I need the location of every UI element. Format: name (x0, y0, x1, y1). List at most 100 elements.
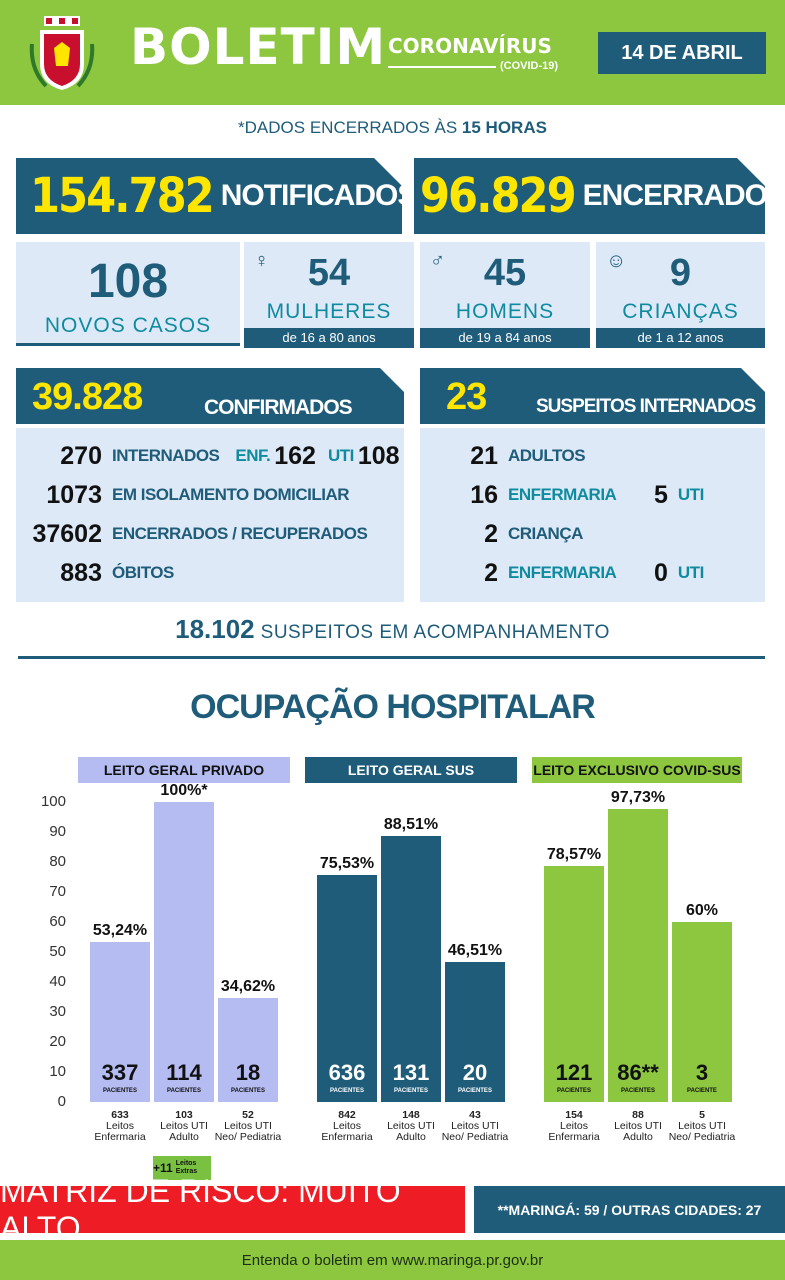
notified-value: 154.782 (30, 168, 215, 224)
bar-bed-count: 88 (632, 1109, 644, 1121)
recovered-value: 37602 (32, 519, 102, 548)
bar-bed-count: 43 (469, 1109, 481, 1121)
bar-bed-count: 148 (402, 1109, 420, 1121)
group-header-covid-sus: LEITO EXCLUSIVO COVID-SUS (532, 757, 742, 783)
y-tick-label: 50 (49, 943, 66, 960)
bar-percent-label: 75,53% (319, 855, 375, 873)
closed-banner: 96.829 ENCERRADOS (414, 158, 785, 234)
bar-bed-caption: 103 Leitos UTI Adulto (149, 1110, 219, 1143)
new-cases-label: NOVOS CASOS (44, 314, 212, 337)
confirmed-label: CONFIRMADOS (204, 396, 353, 419)
risk-matrix-banner: MATRIZ DE RISCO: MUITO ALTO (0, 1173, 465, 1246)
bar-patients-unit: PACIENTE (687, 1088, 717, 1094)
hospitalized-value: 270 (60, 441, 102, 470)
bar-patients-value: 18 (235, 1060, 261, 1085)
website-footer: Entenda o boletim em www.maringa.pr.gov.… (0, 1240, 785, 1280)
bar-percent-label: 97,73% (610, 788, 666, 806)
child-icon: ☺ (606, 250, 627, 272)
confirmed-panel: 270 INTERNADOS ENF. 162 UTI 108 1073 EM … (16, 428, 404, 602)
bar-percent-label: 78,57% (546, 846, 602, 864)
data-cutoff-note: *DADOS ENCERRADOS ÀS 15 HORAS (0, 118, 785, 138)
suspected-adults-value: 21 (470, 441, 498, 470)
y-tick-label: 30 (49, 1003, 66, 1020)
deaths-label: ÓBITOS (112, 563, 174, 582)
group-header-private: LEITO GERAL PRIVADO (78, 757, 290, 783)
covid-sublabel: (COVID-19) (500, 60, 559, 72)
occupancy-bar (90, 942, 150, 1102)
suspected-adult-icu-label: UTI (677, 485, 704, 504)
monitoring-value: 18.102 (175, 614, 255, 644)
suspected-adult-ward-row: 16 ENFERMARIA 5 UTI (420, 479, 704, 511)
men-age-range: de 19 a 84 anos (420, 328, 590, 348)
icu-label: UTI (327, 446, 354, 465)
bar-percent-label: 88,51% (383, 816, 439, 834)
y-tick-label: 20 (49, 1033, 66, 1050)
men-box: ♂ 45 HOMENS de 19 a 84 anos (420, 242, 590, 348)
coronavirus-label: CORONAVÍRUS (388, 34, 552, 58)
bar-patients-value: 337 (101, 1060, 139, 1085)
occupancy-bar (381, 836, 441, 1102)
suspected-adults-label: ADULTOS (508, 446, 586, 465)
y-tick-label: 10 (49, 1063, 66, 1080)
coronavirus-underline (388, 66, 496, 68)
bar-bed-type: Leitos UTI Neo/ Pediatria (214, 1120, 282, 1143)
women-value: 54 (307, 252, 351, 294)
closed-value: 96.829 (420, 168, 577, 224)
occupancy-bar (672, 922, 732, 1102)
children-box: ☺ 9 CRIANÇAS de 1 a 12 anos (596, 242, 765, 348)
men-label: HOMENS (455, 300, 555, 323)
occupancy-bar (317, 875, 377, 1102)
extra-beds-label: Leitos Extras (175, 1160, 198, 1175)
bar-patients-value: 86** (617, 1060, 659, 1085)
bar-bed-count: 103 (175, 1109, 193, 1121)
suspected-child-ward-label: ENFERMARIA (508, 563, 617, 582)
women-label: MULHERES (266, 300, 392, 323)
bar-bed-count: 52 (242, 1109, 254, 1121)
bar-patients-unit: PACIENTES (103, 1088, 137, 1094)
recovered-label: ENCERRADOS / RECUPERADOS (112, 524, 368, 543)
bar-bed-count: 154 (565, 1109, 583, 1121)
woman-icon: ♀ (254, 250, 269, 272)
bar-patients-unit: PACIENTES (231, 1088, 265, 1094)
recovered-row: 37602 ENCERRADOS / RECUPERADOS (16, 518, 367, 550)
suspected-adult-ward-label: ENFERMARIA (508, 485, 617, 504)
bar-bed-type: Leitos UTI Adulto (387, 1120, 435, 1143)
suspected-children-value: 2 (484, 519, 498, 548)
bar-percent-label: 53,24% (92, 922, 148, 940)
suspected-value: 23 (446, 376, 487, 418)
cutoff-hour: 15 HORAS (461, 118, 547, 137)
bar-bed-count: 633 (111, 1109, 129, 1121)
suspected-panel: 21 ADULTOS 16 ENFERMARIA 5 UTI 2 CRIANÇA… (420, 428, 765, 602)
bar-patients-value: 114 (166, 1060, 202, 1085)
bar-bed-count: 5 (699, 1109, 705, 1121)
bar-bed-caption: 842 Leitos Enfermaria (312, 1110, 382, 1143)
deaths-row: 883 ÓBITOS (16, 557, 174, 589)
suspected-children-row: 2 CRIANÇA (420, 518, 583, 550)
bar-patients-unit: PACIENTES (330, 1088, 364, 1094)
bar-percent-label: 60% (685, 902, 719, 919)
bar-patients-unit: PACIENTES (621, 1088, 655, 1094)
bar-patients-unit: PACIENTES (394, 1088, 428, 1094)
home-isolation-label: EM ISOLAMENTO DOMICILIAR (112, 485, 350, 504)
suspected-header: 23 SUSPEITOS INTERNADOS (420, 368, 765, 424)
cutoff-prefix: *DADOS ENCERRADOS ÀS (238, 118, 462, 137)
bar-patients-value: 121 (555, 1060, 593, 1085)
occupancy-chart: LEITO GERAL PRIVADO LEITO GERAL SUS LEIT… (0, 755, 785, 1185)
bar-percent-label: 34,62% (220, 978, 276, 996)
suspected-label: SUSPEITOS INTERNADOS (536, 396, 756, 417)
bar-bed-count: 842 (338, 1109, 356, 1121)
monitoring-label: SUSPEITOS EM ACOMPANHAMENTO (260, 622, 610, 643)
y-tick-label: 40 (49, 973, 66, 990)
y-tick-label: 70 (49, 883, 66, 900)
bulletin-title: BOLETIM (130, 18, 387, 76)
bar-patients-value: 20 (462, 1060, 488, 1085)
ward-value: 162 (274, 441, 316, 470)
children-value: 9 (669, 252, 692, 294)
occupancy-title: OCUPAÇÃO HOSPITALAR (190, 688, 596, 726)
extra-beds-badge: +11 Leitos Extras (153, 1156, 211, 1180)
bar-bed-type: Leitos UTI Adulto (614, 1120, 662, 1143)
confirmed-header: 39.828 CONFIRMADOS (16, 368, 404, 424)
suspected-adults-row: 21 ADULTOS (420, 440, 585, 472)
women-age-range: de 16 a 80 anos (244, 328, 414, 348)
